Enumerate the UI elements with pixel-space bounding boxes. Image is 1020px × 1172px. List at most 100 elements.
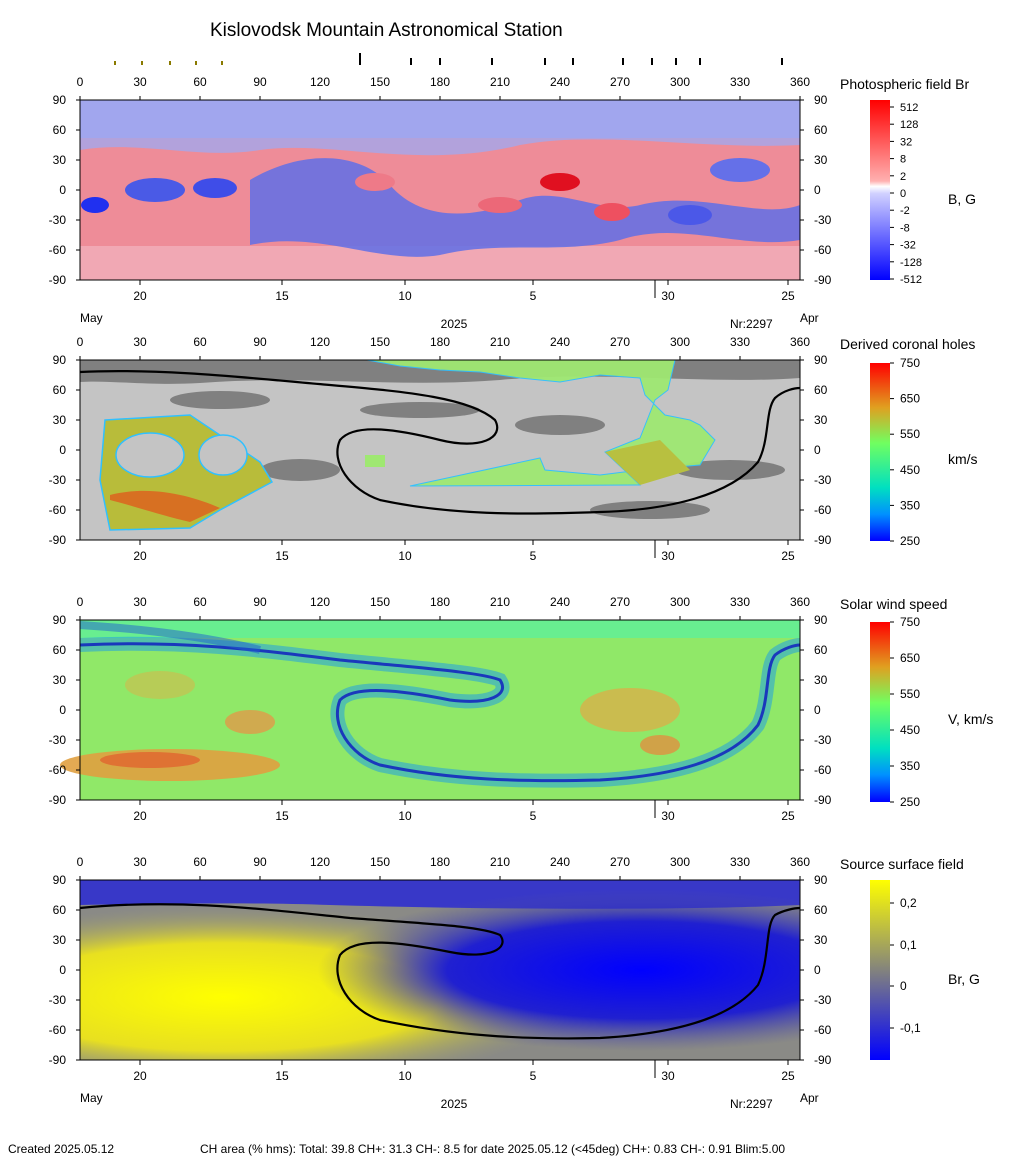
latitude-tick-label-right: -30 [814, 993, 832, 1007]
latitude-tick-label-right: 0 [814, 703, 821, 717]
colorbar-tick-label: 550 [900, 687, 920, 701]
colorbar-tick-label: 0 [900, 979, 907, 993]
longitude-tick-label: 30 [133, 335, 147, 349]
solar-wind-speed-map [60, 620, 801, 800]
longitude-tick-label: 240 [550, 75, 570, 89]
latitude-tick-label-left: 60 [53, 123, 67, 137]
panel-title-coronal-holes: Derived coronal holes [840, 336, 976, 352]
day-tick-label: 20 [133, 809, 147, 823]
longitude-tick-label: 360 [790, 855, 810, 869]
colorbar-tick-label: 8 [900, 154, 906, 166]
month-label-left: May [80, 311, 103, 325]
latitude-tick-label-left: -90 [49, 793, 67, 807]
latitude-tick-label-left: 60 [53, 903, 67, 917]
latitude-tick-label-right: 30 [814, 153, 828, 167]
latitude-tick-label-right: 60 [814, 383, 828, 397]
longitude-tick-label: 120 [310, 855, 330, 869]
longitude-tick-label: 0 [77, 855, 84, 869]
day-tick-label: 25 [781, 1069, 795, 1083]
longitude-tick-label: 30 [133, 75, 147, 89]
longitude-tick-label: 360 [790, 75, 810, 89]
day-tick-label: 30 [661, 549, 675, 563]
latitude-tick-label-right: 0 [814, 183, 821, 197]
day-tick-label: 30 [661, 289, 675, 303]
colorbar-tick-label: -128 [900, 257, 922, 269]
longitude-tick-label: 60 [193, 75, 207, 89]
colorbar-tick-label: 350 [900, 498, 920, 512]
day-tick-label: 20 [133, 1069, 147, 1083]
day-tick-label: 15 [275, 1069, 289, 1083]
colorbar-tick-label: 750 [900, 356, 920, 370]
day-tick-label: 10 [398, 549, 412, 563]
latitude-tick-label-right: -30 [814, 213, 832, 227]
colorbar-tick-label: 650 [900, 651, 920, 665]
longitude-tick-label: 270 [610, 595, 630, 609]
longitude-tick-label: 330 [730, 855, 750, 869]
colorbar-tick-label: 128 [900, 119, 918, 131]
day-tick-label: 30 [661, 1069, 675, 1083]
latitude-tick-label-left: 0 [59, 183, 66, 197]
longitude-tick-label: 180 [430, 335, 450, 349]
latitude-tick-label-left: 90 [53, 93, 67, 107]
colorbar-tick-label: -8 [900, 222, 910, 234]
colorbar-tick-label: 750 [900, 615, 920, 629]
latitude-tick-label-left: 30 [53, 673, 67, 687]
longitude-tick-label: 60 [193, 335, 207, 349]
latitude-tick-label-left: 90 [53, 613, 67, 627]
colorbar-tick-label: 650 [900, 392, 920, 406]
latitude-tick-label-left: 60 [53, 383, 67, 397]
colorbar-gradient [870, 363, 890, 541]
longitude-tick-label: 330 [730, 595, 750, 609]
latitude-tick-label-right: -30 [814, 733, 832, 747]
latitude-tick-label-right: 0 [814, 963, 821, 977]
longitude-tick-label: 360 [790, 595, 810, 609]
longitude-tick-label: 210 [490, 75, 510, 89]
month-label-right: Apr [800, 1091, 819, 1105]
longitude-tick-label: 90 [253, 335, 267, 349]
latitude-tick-label-right: 60 [814, 123, 828, 137]
latitude-tick-label-right: 30 [814, 673, 828, 687]
longitude-tick-label: 90 [253, 595, 267, 609]
longitude-tick-label: 60 [193, 855, 207, 869]
day-tick-label: 5 [530, 549, 537, 563]
latitude-tick-label-left: -60 [49, 243, 67, 257]
latitude-tick-label-right: -60 [814, 243, 832, 257]
photospheric-field-map [80, 100, 800, 280]
latitude-tick-label-left: 0 [59, 703, 66, 717]
latitude-tick-label-right: -90 [814, 1053, 832, 1067]
panel-title-source-surface: Source surface field [840, 856, 964, 872]
longitude-tick-label: 150 [370, 595, 390, 609]
longitude-tick-label: 330 [730, 335, 750, 349]
year-label: 2025 [441, 317, 468, 331]
day-tick-label: 10 [398, 289, 412, 303]
longitude-tick-label: 180 [430, 855, 450, 869]
day-tick-label: 30 [661, 809, 675, 823]
day-tick-label: 15 [275, 809, 289, 823]
longitude-tick-label: 360 [790, 335, 810, 349]
latitude-tick-label-right: 90 [814, 873, 828, 887]
latitude-tick-label-right: 90 [814, 353, 828, 367]
latitude-tick-label-left: -30 [49, 993, 67, 1007]
latitude-tick-label-right: 90 [814, 93, 828, 107]
longitude-tick-label: 240 [550, 595, 570, 609]
latitude-tick-label-right: 60 [814, 643, 828, 657]
latitude-tick-label-right: -60 [814, 503, 832, 517]
longitude-tick-label: 30 [133, 855, 147, 869]
day-tick-label: 5 [530, 1069, 537, 1083]
colorbar: 750 650 550 450 350 250 [870, 615, 920, 809]
colorbar-tick-label: 450 [900, 723, 920, 737]
longitude-tick-label: 30 [133, 595, 147, 609]
coronal-hole-stats: CH area (% hms): Total: 39.8 CH+: 31.3 C… [200, 1142, 786, 1156]
longitude-tick-label: 90 [253, 75, 267, 89]
longitude-tick-label: 300 [670, 855, 690, 869]
latitude-tick-label-left: 90 [53, 873, 67, 887]
colorbar-tick-label: -0,1 [900, 1021, 921, 1035]
colorbar-tick-label: 450 [900, 463, 920, 477]
day-tick-label: 25 [781, 289, 795, 303]
latitude-tick-label-left: -60 [49, 763, 67, 777]
colorbar-tick-label: 0 [900, 188, 906, 200]
longitude-tick-label: 300 [670, 595, 690, 609]
colorbar-tick-label: 250 [900, 534, 920, 548]
latitude-tick-label-left: -60 [49, 1023, 67, 1037]
longitude-tick-label: 300 [670, 335, 690, 349]
